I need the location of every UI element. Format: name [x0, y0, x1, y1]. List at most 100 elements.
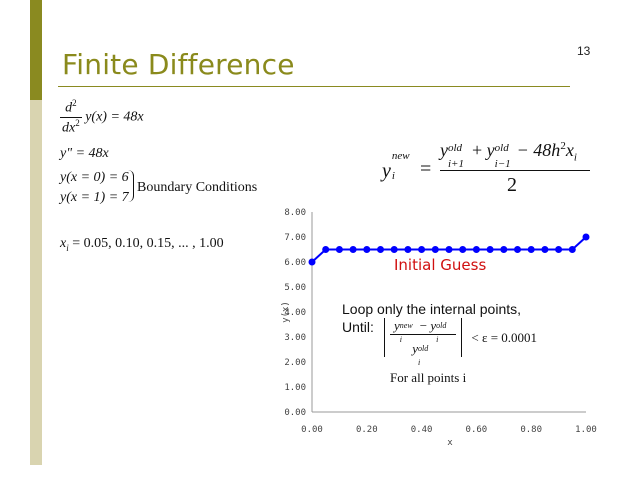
ode-rhs: y(x) = 48x [85, 109, 144, 125]
xi-sub: i [66, 242, 69, 253]
y-tick-label: 4.00 [284, 308, 306, 318]
second-derivative-text: y" = 48x [60, 146, 109, 161]
ode-d: d [65, 100, 73, 116]
update-lhs-sup: new [391, 150, 410, 162]
t2-y: y [486, 140, 495, 160]
data-point [582, 233, 590, 241]
ode-dx: dx [62, 120, 76, 136]
update-lhs-y: y [382, 160, 391, 182]
conv-num-a: y [394, 318, 400, 333]
data-point [404, 246, 412, 253]
y-tick-label: 3.00 [284, 333, 306, 343]
data-point [555, 246, 563, 253]
x-axis-label: x [447, 438, 453, 448]
second-derivative-operator: d2 dx2 [60, 98, 82, 136]
x-tick-label: 0.00 [301, 425, 323, 435]
update-plus: + [472, 140, 483, 160]
conv-num-b: y [430, 318, 437, 333]
grid-points-values: = 0.05, 0.10, 0.15, ... , 1.00 [72, 236, 224, 251]
data-point [335, 246, 343, 253]
ode-equation: d2 dx2 y(x) = 48x [60, 98, 144, 136]
accent-bar-dark [30, 0, 42, 100]
data-point [541, 246, 549, 253]
x-tick-label: 0.20 [356, 425, 378, 435]
boundary-conditions-label: Boundary Conditions [137, 180, 258, 195]
loop-line-2: Until: [342, 319, 374, 335]
t1-sup: old [448, 142, 463, 154]
update-numerator: y old i+1 + y old i−1 − 48h2xi [440, 140, 590, 171]
y-tick-label: 0.00 [284, 408, 306, 418]
data-point [349, 246, 357, 253]
y-tick-label: 7.00 [284, 233, 306, 243]
data-point [308, 258, 316, 266]
h-sup: 2 [560, 140, 566, 152]
series-points [308, 233, 590, 266]
data-point [486, 246, 494, 253]
update-minus-48h: − 48h [516, 140, 561, 160]
for-all-points-label: For all points i [390, 370, 467, 385]
t1-sub: i+1 [448, 158, 464, 170]
update-xi: x [565, 140, 574, 160]
second-derivative-eq: y" = 48x [60, 146, 109, 162]
ode-num-sup: 2 [72, 98, 77, 108]
x-tick-labels: 0.00 0.20 0.40 0.60 0.80 1.00 [301, 425, 597, 435]
update-lhs-sub: i [391, 170, 395, 182]
abs-value: y new i − y old i y old i [384, 318, 463, 367]
y-tick-label: 8.00 [284, 208, 306, 218]
data-point [514, 246, 521, 253]
loop-instructions: Loop only the internal points, Until: [342, 300, 521, 336]
x-tick-label: 0.60 [466, 425, 488, 435]
slide-title: Finite Difference [62, 48, 295, 81]
data-point [472, 246, 480, 253]
data-point [500, 246, 508, 253]
update-xi-sub: i [573, 151, 577, 164]
y-tick-label: 5.00 [284, 283, 306, 293]
loop-line-1: Loop only the internal points, [342, 301, 522, 317]
conv-num-b-sub: i [436, 335, 439, 344]
data-point [418, 246, 426, 253]
y-tick-label: 2.00 [284, 358, 306, 368]
x-tick-label: 0.40 [411, 425, 433, 435]
convergence-criterion: y new i − y old i y old i < ε = 0.0001 [384, 318, 538, 367]
conv-den: y [412, 341, 418, 356]
y-tick-label: 6.00 [284, 258, 306, 268]
data-point [377, 246, 384, 253]
xi-symbol: x [60, 236, 67, 251]
y-tick-label: 1.00 [284, 383, 306, 393]
accent-bar-light [30, 100, 42, 465]
conv-num-a-sup: new [399, 321, 413, 330]
y-tick-labels: 0.00 1.00 2.00 3.00 4.00 5.00 6.00 7.00 8.00 [284, 208, 306, 418]
data-point [431, 246, 439, 253]
conv-rhs: < ε = 0.0001 [471, 329, 538, 345]
ode-den-sup: 2 [75, 117, 80, 128]
x-tick-label: 1.00 [575, 425, 597, 435]
brace-icon [127, 170, 134, 202]
update-equals: = [420, 158, 432, 180]
bc1-text: y(x = 0) = 6 [60, 170, 129, 185]
conv-minus: − [419, 318, 428, 333]
bc2-text: y(x = 1) = 7 [60, 190, 129, 205]
conv-num-a-sub: i [399, 335, 403, 344]
relative-change-fraction: y new i − y old i y old i [390, 318, 457, 367]
conv-den-sup: old [417, 344, 429, 353]
data-point [568, 246, 576, 253]
data-point [363, 246, 371, 253]
title-underline [58, 86, 570, 87]
conv-num-b-sup: old [436, 321, 447, 330]
data-point [445, 246, 453, 253]
t2-sub: i−1 [494, 158, 511, 170]
data-point [322, 246, 330, 253]
initial-guess-label: Initial Guess [394, 256, 487, 274]
data-point [390, 246, 398, 253]
conv-den-sub: i [417, 358, 421, 367]
grid-points-eq: xi = 0.05, 0.10, 0.15, ... , 1.00 [60, 236, 224, 253]
t2-sup: old [494, 142, 509, 154]
boundary-condition-2: y(x = 1) = 7 [60, 190, 129, 206]
x-tick-label: 0.80 [520, 425, 542, 435]
data-point [527, 246, 535, 253]
update-denominator: 2 [507, 174, 517, 196]
page-number: 13 [577, 44, 591, 58]
y-axis-label: y(x) [281, 301, 291, 323]
t1-y: y [440, 140, 448, 160]
